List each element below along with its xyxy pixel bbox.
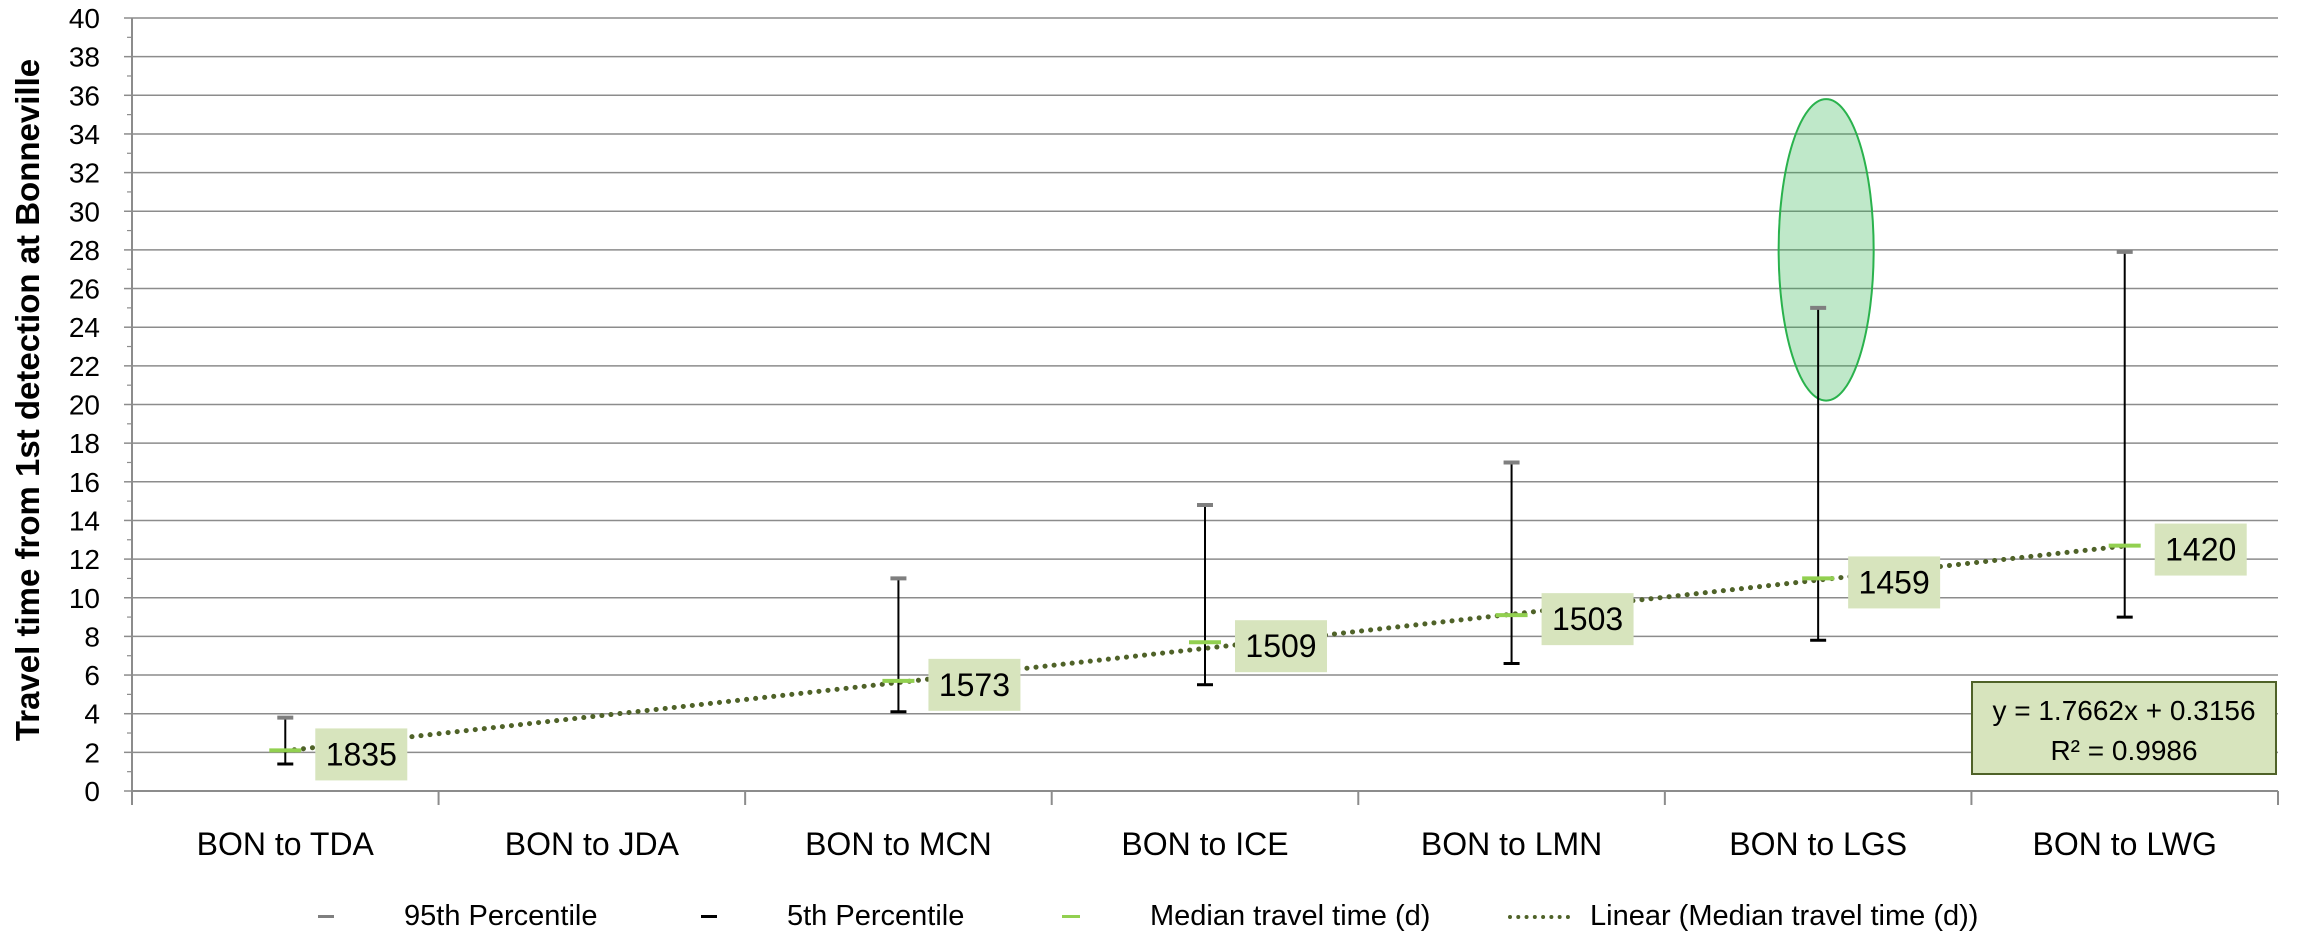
data-label-box — [315, 728, 408, 781]
data-label: 1573 — [939, 667, 1010, 703]
data-label: 1509 — [1245, 628, 1316, 664]
data-label-box — [1235, 620, 1327, 673]
legend-label-linear: Linear (Median travel time (d)) — [1590, 900, 1979, 932]
annotation-layer — [1777, 98, 1875, 402]
y-tick-label: 8 — [84, 621, 100, 652]
y-tick-label: 32 — [69, 158, 100, 189]
y-tick-label: 40 — [69, 3, 100, 34]
y-tick-label: 4 — [84, 699, 100, 730]
y-tick-label: 22 — [69, 351, 100, 382]
data-label: 1459 — [1859, 564, 1930, 600]
y-tick-label: 28 — [69, 235, 100, 266]
data-labels-layer: 1835 1573 1509 1503 1459 1420 — [315, 523, 2247, 781]
x-tick-label: BON to LGS — [1729, 826, 1907, 862]
axes: 0246810121416182022242628303234363840BON… — [69, 3, 2279, 862]
x-tick-label: BON to LWG — [2033, 826, 2217, 862]
legend-swatch-linear — [1508, 914, 1570, 919]
y-tick-label: 2 — [84, 737, 100, 768]
y-tick-label: 30 — [69, 196, 100, 227]
x-tick-label: BON to TDA — [197, 826, 375, 862]
legend-item-5th: 5th Percentile — [701, 900, 964, 933]
y-tick-label: 36 — [69, 80, 100, 111]
data-label: 1503 — [1552, 601, 1623, 637]
equation-box — [1971, 681, 2277, 775]
x-tick-label: BON to LMN — [1421, 826, 1602, 862]
legend-swatch-median — [1062, 915, 1080, 918]
legend-label-95th: 95th Percentile — [404, 900, 598, 932]
y-tick-label: 20 — [69, 390, 100, 421]
data-label-box — [2154, 523, 2247, 576]
trendline-r2: R² = 0.9986 — [2050, 735, 2197, 766]
y-tick-label: 12 — [69, 544, 100, 575]
highlight-ellipse — [1777, 98, 1875, 402]
data-label-box — [1848, 556, 1941, 609]
trendline-equation: y = 1.7662x + 0.3156 — [1992, 695, 2255, 726]
legend: 95th Percentile 5th Percentile Median tr… — [0, 900, 2297, 936]
data-label: 1835 — [326, 736, 397, 772]
legend-swatch-95th — [318, 915, 334, 918]
x-tick-label: BON to ICE — [1121, 826, 1288, 862]
marks-layer — [269, 249, 2141, 766]
legend-item-linear: Linear (Median travel time (d)) — [1508, 900, 1978, 933]
y-tick-label: 6 — [84, 660, 100, 691]
y-tick-label: 0 — [84, 776, 100, 807]
y-tick-label: 16 — [69, 467, 100, 498]
y-tick-label: 18 — [69, 428, 100, 459]
y-axis-title: Travel time from 1st detection at Bonnev… — [9, 58, 46, 742]
legend-label-5th: 5th Percentile — [787, 900, 965, 932]
data-label: 1420 — [2165, 532, 2236, 568]
trendline-layer — [282, 543, 2128, 754]
data-label-box — [1541, 593, 1634, 646]
x-tick-label: BON to MCN — [805, 826, 992, 862]
y-tick-label: 34 — [69, 119, 100, 150]
y-tick-label: 14 — [69, 505, 100, 536]
y-tick-label: 24 — [69, 312, 100, 343]
y-tick-label: 38 — [69, 42, 100, 73]
y-tick-label: 10 — [69, 583, 100, 614]
data-label-box — [928, 658, 1021, 711]
trendline-equation-box: y = 1.7662x + 0.3156 R² = 0.9986 — [1971, 681, 2277, 775]
legend-label-median: Median travel time (d) — [1150, 900, 1431, 932]
linear-trendline — [282, 543, 2128, 754]
legend-item-median: Median travel time (d) — [1062, 900, 1430, 933]
legend-swatch-5th — [701, 915, 717, 918]
legend-item-95th: 95th Percentile — [318, 900, 597, 933]
x-tick-label: BON to JDA — [505, 826, 680, 862]
gridlines — [132, 17, 2278, 754]
y-tick-label: 26 — [69, 274, 100, 305]
